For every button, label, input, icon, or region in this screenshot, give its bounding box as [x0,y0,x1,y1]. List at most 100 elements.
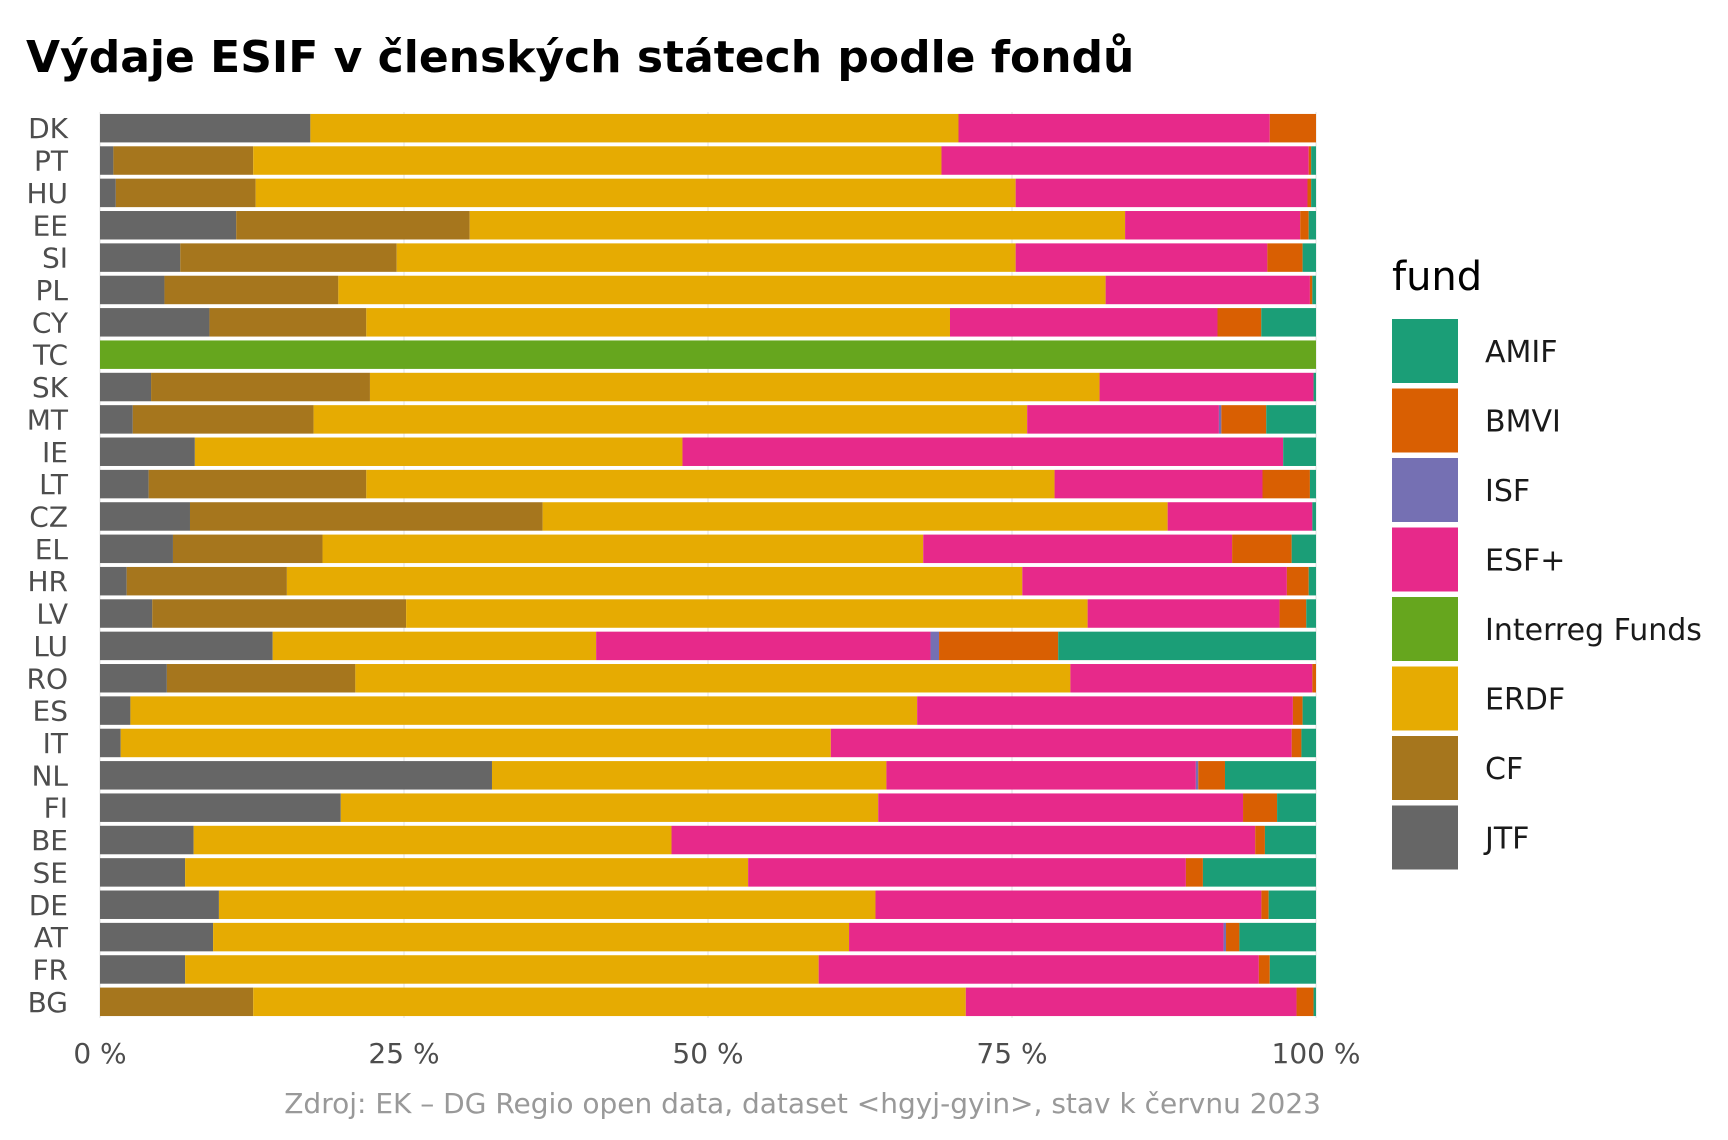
bar-segment-fi-jtf [100,793,341,822]
y-tick-label: BG [28,986,68,1019]
bar-segment-el-erdf [322,534,924,564]
bar-segment-lu-jtf [100,631,273,661]
bar-segment-nl-isf [1195,761,1199,790]
bar-segment-pt-cf [113,146,254,175]
y-tick-label: PL [36,274,69,307]
bar-segment-se-bmvi [1185,858,1203,887]
bar-segment-ro-esf- [1070,664,1313,693]
bar-segment-mt-jtf [100,405,133,434]
bar-segment-at-bmvi [1226,922,1240,952]
legend-label: ERDF [1485,683,1565,718]
bar-segment-at-amif [1239,922,1316,952]
bar-segment-ro-jtf [100,664,167,693]
bar-segment-be-jtf [100,825,194,855]
bar-segment-hr-jtf [100,566,127,596]
x-tick-label: 25 % [368,1037,439,1070]
bar-segment-at-jtf [100,922,214,952]
legend-label: ESF+ [1485,544,1565,579]
bar-segment-lv-jtf [100,599,153,628]
y-tick-label: LT [39,468,69,501]
bar-segment-si-cf [180,243,397,272]
bar-segment-es-esf- [917,696,1293,725]
bar-segment-ee-bmvi [1300,211,1309,240]
y-tick-label: RO [27,662,69,695]
bar-segment-tc-interreg-funds [100,340,1316,369]
bar-segment-fr-bmvi [1258,955,1270,984]
bar-segment-de-bmvi [1261,890,1269,919]
bar-segment-cz-esf- [1167,502,1313,531]
bar-segment-el-bmvi [1232,534,1292,564]
y-tick-label: LU [33,630,68,663]
bar-segment-nl-amif [1224,761,1316,790]
bar-segment-fr-amif [1269,955,1316,984]
bar-segment-bg-erdf [253,987,966,1017]
bar-segment-de-amif [1268,890,1316,919]
bar-segment-es-amif [1302,696,1316,725]
bar-segment-it-bmvi [1291,728,1302,758]
bar-segment-lu-erdf [272,631,597,661]
bar-segment-pt-erdf [253,146,942,175]
y-tick-label: AT [34,921,69,954]
bar-segment-pt-bmvi [1308,146,1312,175]
bar-segment-bg-amif [1313,987,1316,1017]
bar-segment-hu-erdf [255,178,1016,208]
bar-segment-ee-amif [1308,211,1316,240]
legend-label: JTF [1483,822,1529,857]
x-axis-tick-labels: 0 % 25 % 50 % 75 % 100 % [73,1037,1360,1070]
y-tick-label: DK [28,112,69,145]
bar-segment-at-isf [1223,922,1227,952]
bar-segment-el-amif [1291,534,1316,564]
x-tick-label: 100 % [1272,1037,1361,1070]
bar-segment-nl-erdf [491,761,887,790]
bar-segment-fi-amif [1277,793,1316,822]
x-tick-label: 0 % [73,1037,126,1070]
chart-caption: Zdroj: EK – DG Regio open data, dataset … [284,1087,1321,1120]
legend-key-esf- [1392,527,1458,592]
bar-segment-es-erdf [130,696,918,725]
bar-segment-sk-cf [151,372,370,402]
bar-segment-si-esf- [1015,243,1268,272]
bar-segment-lt-jtf [100,469,149,499]
bar-segment-lv-esf- [1087,599,1280,628]
bar-segment-cy-amif [1261,308,1316,337]
bar-segment-pt-jtf [100,146,114,175]
x-tick-label: 50 % [672,1037,743,1070]
bar-segment-pt-amif [1311,146,1316,175]
legend-key-isf [1392,458,1458,522]
legend-label: AMIF [1485,335,1558,370]
y-tick-label: EL [35,533,69,566]
bar-segment-dk-bmvi [1269,113,1316,143]
y-tick-label: IE [42,436,68,469]
y-tick-label: IT [43,727,69,760]
bar-segment-cz-amif [1312,502,1316,531]
y-axis-tick-labels: DKPTHUEESIPLCYTCSKMTIELTCZELHRLVLUROESIT… [26,112,68,1019]
y-tick-label: TC [32,339,68,372]
bar-segment-ro-cf [166,664,356,693]
bar-segment-pl-erdf [338,275,1106,305]
bar-segment-lu-amif [1058,631,1316,661]
bar-segment-ee-jtf [100,211,237,240]
bar-segment-se-jtf [100,858,186,887]
bar-segment-hu-cf [115,178,256,208]
bar-segment-hu-esf- [1015,178,1308,208]
bar-segment-nl-bmvi [1198,761,1225,790]
bar-segment-mt-isf [1218,405,1222,434]
bar-segment-lv-erdf [406,599,1088,628]
legend-label: ISF [1485,474,1530,509]
bar-segment-be-amif [1264,825,1316,855]
bar-segment-bg-esf- [965,987,1297,1017]
bar-segment-mt-erdf [313,405,1028,434]
legend-title: fund [1392,254,1482,300]
bar-segment-ie-erdf [194,437,683,466]
bar-segment-lt-amif [1309,469,1316,499]
bar-segment-ie-amif [1283,437,1316,466]
bar-segment-at-erdf [213,922,850,952]
bar-segment-lu-esf- [596,631,931,661]
chart-title: Výdaje ESIF v členských státech podle fo… [26,32,1134,83]
bar-segment-it-amif [1301,728,1316,758]
y-tick-label: HR [27,565,68,598]
bar-segment-cy-bmvi [1217,308,1262,337]
bar-segment-hr-erdf [286,566,1023,596]
bar-segment-be-erdf [193,825,672,855]
bar-segment-cz-erdf [542,502,1168,531]
